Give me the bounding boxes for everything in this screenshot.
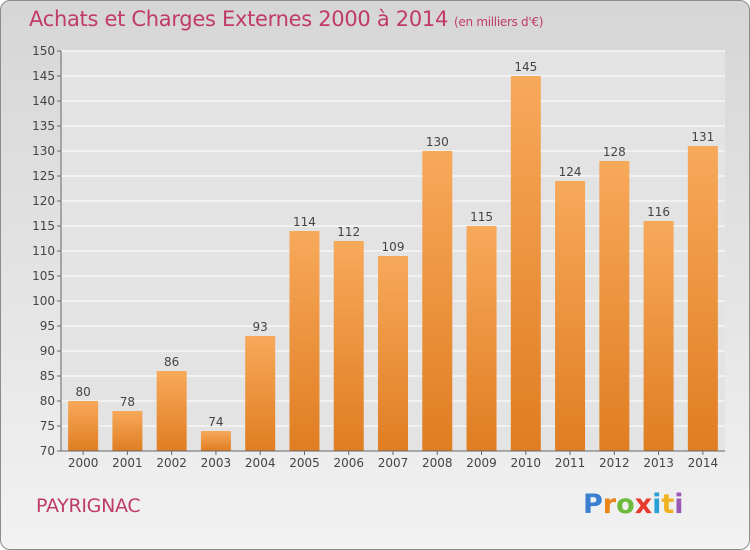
bar-2013 [643,221,674,451]
x-tick-label: 2000 [68,456,99,470]
bars: 80 78 86 74 93 114 112 109 130 115 145 124 128 116 131 [68,60,718,451]
y-tick-label: 90 [40,344,55,358]
data-label: 115 [470,210,493,224]
bar-2004 [245,336,276,451]
chart-title: Achats et Charges Externes 2000 à 2014 (e… [29,7,543,31]
y-tick-label: 80 [40,394,55,408]
y-tick-label: 105 [32,269,55,283]
bar-2008 [422,151,453,451]
y-tick-label: 145 [32,69,55,83]
bar-2006 [333,241,364,451]
data-label: 128 [603,145,626,159]
y-tick-label: 100 [32,294,55,308]
y-tick-label: 85 [40,369,55,383]
y-tick-label: 125 [32,169,55,183]
x-tick-label: 2013 [643,456,674,470]
data-label: 93 [253,320,268,334]
data-label: 116 [647,205,670,219]
data-label: 112 [337,225,360,239]
proxiti-logo: Proxiti [583,489,684,520]
y-tick-label: 75 [40,419,55,433]
x-tick-label: 2011 [555,456,586,470]
y-tick-label: 110 [32,244,55,258]
data-label: 86 [164,355,179,369]
bar-2012 [599,161,630,451]
data-label: 74 [208,415,223,429]
logo-letter: o [616,489,635,520]
x-tick-label: 2005 [289,456,320,470]
bar-2002 [156,371,187,451]
x-tick-label: 2003 [201,456,232,470]
data-label: 131 [691,130,714,144]
bar-2007 [378,256,408,451]
bar-2001 [112,411,143,451]
bar-2000 [68,401,99,451]
place-name: PAYRIGNAC [36,495,141,517]
data-label: 114 [293,215,316,229]
x-tick-label: 2014 [688,456,719,470]
logo-letter: r [602,489,617,520]
bar-2014 [687,146,718,451]
logo-letter: t [661,489,675,520]
data-label: 130 [426,135,449,149]
y-tick-label: 95 [40,319,55,333]
data-label: 145 [514,60,537,74]
x-tick-label: 2004 [245,456,276,470]
y-tick-label: 120 [32,194,55,208]
logo-letter: i [652,489,662,520]
unit-label: (en milliers d'€) [454,15,544,29]
data-label: 109 [382,240,405,254]
data-label: 78 [120,395,135,409]
y-tick-label: 140 [32,94,55,108]
x-tick-label: 2008 [422,456,453,470]
y-axis: 70 75 80 85 90 95 100 105 110 115 120 125 130 135 140 1… [32,44,62,458]
x-tick-label: 2007 [378,456,409,470]
logo-letter: P [583,489,603,520]
x-tick-label: 2009 [466,456,497,470]
logo-letter: x [634,489,653,520]
y-tick-label: 135 [32,119,55,133]
x-tick-label: 2001 [112,456,143,470]
data-label: 80 [75,385,90,399]
x-tick-label: 2002 [156,456,187,470]
bar-2005 [289,231,320,451]
logo-letter: i [674,489,684,520]
x-tick-label: 2012 [599,456,630,470]
bar-2011 [555,181,586,451]
bar-2010 [510,76,541,451]
x-tick-label: 2006 [333,456,364,470]
y-tick-label: 150 [32,44,55,58]
y-tick-label: 130 [32,144,55,158]
bar-2009 [466,226,497,451]
x-tick-label: 2010 [511,456,542,470]
title-text: Achats et Charges Externes 2000 à 2014 [29,7,449,31]
bar-2003 [200,431,231,451]
y-tick-label: 70 [40,444,55,458]
x-axis: 2000 2001 2002 2003 2004 2005 2006 2007 2008 2009… [61,450,725,470]
data-label: 124 [559,165,582,179]
y-tick-label: 115 [32,219,55,233]
